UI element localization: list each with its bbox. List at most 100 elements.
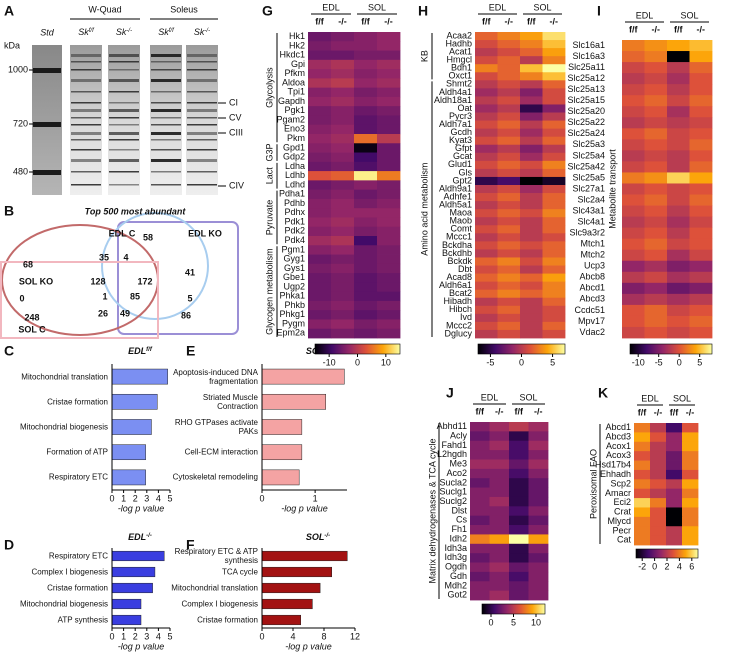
heatmap-cell [682,460,699,471]
row-label: Sucla2 [439,477,467,487]
gel-band [187,109,217,112]
column-label: -/- [652,24,661,34]
x-tick-label: 12 [350,631,360,641]
row-label: Slc25a3 [572,139,605,149]
heatmap-cell [354,319,378,330]
heatmap-cell [650,469,667,480]
heatmap-cell [622,282,645,295]
heatmap-cell [331,319,355,330]
heatmap-cell [354,134,378,144]
row-label: Abcb8 [579,272,605,282]
heatmap-cell [308,171,332,181]
heatmap-cell [689,271,713,284]
heatmap-cell [667,304,690,317]
heatmap-cell [622,183,645,195]
heatmap-cell [509,496,529,507]
gel-band [151,102,181,104]
heatmap-cell [667,40,690,52]
heatmap-cell [689,172,713,184]
row-label: Bckdhb [442,248,472,258]
row-label: Slc16a3 [572,51,605,61]
row-label: Dbt [458,264,473,274]
heatmap-cell [682,441,699,452]
heatmap-cell [682,498,699,508]
gel-band [151,124,181,126]
heatmap-cell [520,144,543,154]
heatmap-cell [509,571,529,582]
venn-sol-c [0,261,159,339]
gel-band [109,54,139,57]
row-label: Pdhb [284,198,305,208]
heatmap-cell [489,571,510,582]
venn-count: 128 [90,276,105,286]
gel-band [187,149,217,151]
heatmap-cell [666,535,683,546]
heatmap-cell [489,506,510,517]
heatmap-cell [331,226,355,237]
row-label: Abcd3 [605,431,631,441]
heatmap-cell [377,41,401,51]
row-label: Mccc2 [446,320,472,330]
row-label: Eci2 [613,497,631,507]
heatmap-cell [475,305,498,315]
venn-edl-c [101,212,209,320]
row-label: Gpi [291,59,305,69]
column-group: SOL [533,2,551,12]
heatmap-cell [666,526,683,537]
heatmap-cell [497,32,521,41]
row-label: Gpt2 [452,175,472,185]
row-label: Aldh18a1 [434,95,472,105]
row-label: Mtch2 [580,250,605,260]
row-label: Tpi1 [287,87,305,97]
heatmap-cell [308,273,332,283]
row-label: Bdh1 [451,63,472,73]
heatmap-cell [331,69,355,79]
heatmap-cell [528,562,549,573]
heatmap-cell [634,469,651,480]
gel-band [151,109,181,112]
heatmap-cell [509,487,529,498]
heatmap-cell [377,161,401,172]
row-label: Amacr [605,488,631,498]
heatmap-cell [354,32,378,42]
row-group-label: Lact [264,167,274,185]
heatmap-cell [528,571,549,582]
gel-band [151,171,181,173]
heatmap-cell [644,205,668,217]
heatmap-cell [308,115,332,126]
x-tick-label: 5 [167,631,172,641]
heatmap-cell [475,193,498,202]
heatmap-cell [542,249,566,258]
heatmap-cell [377,226,401,237]
row-label: Pdk1 [284,216,305,226]
heatmap-cell [497,249,521,258]
heatmap-cell [622,216,645,229]
heatmap-cell [667,238,690,251]
colorbar-tick-label: 0 [652,561,657,571]
column-group: EDL [641,393,659,403]
gel-band [187,139,217,141]
heatmap-cell [520,152,543,162]
heatmap-cell [520,176,543,186]
heatmap-cell [667,139,690,151]
heatmap-cell [667,128,690,140]
heatmap-cell [689,95,713,107]
row-label: Slc25a24 [567,128,605,138]
heatmap-cell [622,73,645,85]
row-label: Gyg1 [283,254,305,264]
heatmap-cell [542,193,566,202]
category-label: Respiratory ETC [48,472,108,482]
gel-band [187,79,217,82]
column-label: -/- [384,16,393,26]
heatmap-cell [528,590,549,601]
heatmap-cell [489,553,510,563]
heatmap-cell [475,249,498,258]
heatmap-cell [520,233,543,242]
gel-band [151,149,181,151]
row-label: Me3 [449,459,467,469]
column-group: SOL [519,392,537,402]
heatmap-cell [644,51,668,63]
heatmap-cell [470,543,490,554]
heatmap-cell [520,305,543,315]
heatmap-cell [520,88,543,97]
